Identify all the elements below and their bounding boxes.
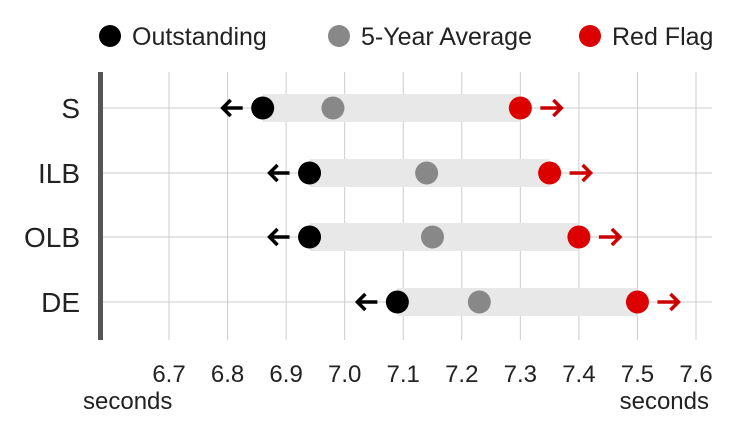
x-tick-label: 7.0 [328,361,361,388]
right-arrow-icon [657,292,681,312]
x-tick-label: 6.9 [269,361,302,388]
category-labels: S ILB OLB DE [24,93,80,318]
data-points [251,96,649,314]
arrows [220,98,681,312]
left-arrow-icon [354,292,378,312]
right-arrow-icon [569,163,594,183]
point-average [415,161,439,185]
category-label: DE [41,287,80,318]
point-average [321,96,345,120]
legend-label-outstanding: Outstanding [132,23,267,51]
left-arrow-icon [220,98,243,118]
x-tick-label: 7.3 [504,361,537,388]
right-arrow-icon [598,227,623,247]
point-average [467,290,491,314]
x-tick-label: 7.4 [562,361,595,388]
x-tick-label: 7.5 [621,361,654,388]
legend: Outstanding 5-Year Average Red Flag [99,23,713,51]
x-tick-label: 7.6 [679,361,712,388]
category-label: OLB [24,222,80,253]
left-arrow-icon [267,227,290,247]
point-outstanding [251,96,275,120]
range-bars [262,94,638,316]
point-outstanding [298,161,322,185]
legend-label-average: 5-Year Average [361,23,532,51]
category-label: S [61,93,80,124]
point-red-flag [538,161,562,185]
range-bar [309,223,579,251]
point-red-flag [625,290,649,314]
legend-label-red_flag: Red Flag [612,23,713,51]
point-outstanding [298,225,322,249]
x-unit-label-left: seconds [83,388,172,415]
x-tick-label: 6.7 [152,361,185,388]
x-tick-label: 7.1 [387,361,420,388]
category-label: ILB [38,158,80,189]
x-tick-label: 6.8 [211,361,244,388]
x-unit-label-right: seconds [620,388,709,415]
point-red-flag [508,96,532,120]
legend-swatch-outstanding [99,25,121,47]
x-tick-labels: 6.7 6.8 6.9 7.0 7.1 7.2 7.3 7.4 7.5 7.6 [152,361,712,388]
point-outstanding [385,290,409,314]
point-average [421,225,444,249]
range-bar [397,288,638,316]
right-arrow-icon [540,98,564,118]
range-bar [262,94,521,122]
x-tick-label: 7.2 [445,361,478,388]
y-axis-bar [98,72,103,340]
legend-swatch-red_flag [579,25,601,47]
left-arrow-icon [267,163,290,183]
point-red-flag [567,225,591,249]
legend-swatch-average [328,25,350,47]
